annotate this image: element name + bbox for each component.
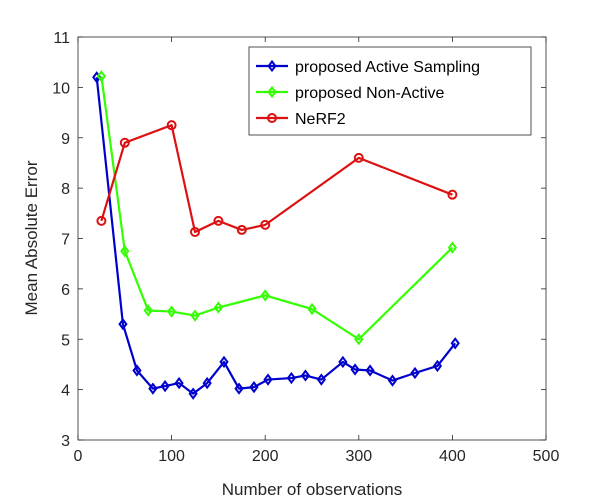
data-point-proposed-non-active <box>190 309 200 322</box>
series-nerf2 <box>96 120 458 237</box>
data-point-proposed-active-sampling <box>234 382 244 395</box>
data-point-proposed-active-sampling <box>432 359 443 373</box>
data-point-proposed-active-sampling <box>450 337 460 350</box>
series-layer <box>92 70 460 400</box>
data-point-proposed-active-sampling <box>118 317 128 331</box>
series-line-nerf2 <box>100 124 453 234</box>
legend-swatch-marker <box>267 113 277 123</box>
legend-label: NeRF2 <box>295 111 346 128</box>
ticks-layer: 0 100 200 300 400 500 3 4 5 6 7 8 9 10 11 <box>52 30 559 465</box>
x-tick-label: 300 <box>345 448 372 465</box>
data-point-nerf2 <box>166 120 177 131</box>
legend-label: proposed Non-Active <box>295 85 445 102</box>
x-tick-label: 400 <box>439 448 466 465</box>
x-axis-label: Number of observations <box>222 480 402 499</box>
y-tick-label: 6 <box>61 282 70 299</box>
x-tick-label: 200 <box>252 448 279 465</box>
legend-swatch-marker <box>267 59 277 73</box>
data-point-proposed-active-sampling <box>300 369 311 382</box>
data-point-proposed-active-sampling <box>202 376 212 390</box>
x-tick-label: 0 <box>74 448 83 465</box>
data-point-proposed-active-sampling <box>365 364 375 377</box>
data-point-proposed-non-active <box>307 302 317 316</box>
legend-box <box>248 46 532 136</box>
data-point-nerf2 <box>447 189 458 200</box>
data-point-nerf2 <box>260 219 271 230</box>
legend-item-nerf2: NeRF2 <box>256 111 346 128</box>
data-point-proposed-active-sampling <box>174 376 184 390</box>
x-tick-label: 100 <box>158 448 185 465</box>
y-tick-label: 8 <box>61 181 70 198</box>
data-point-proposed-active-sampling <box>316 373 326 386</box>
data-point-proposed-non-active <box>143 304 153 317</box>
y-tick-label: 3 <box>61 433 70 450</box>
legend: proposed Active Sampling proposed Non-Act… <box>248 46 532 136</box>
data-point-nerf2 <box>96 215 107 226</box>
series-line-proposed-active-sampling <box>95 77 457 395</box>
data-point-proposed-active-sampling <box>188 387 198 400</box>
data-point-proposed-non-active <box>120 244 130 258</box>
data-point-proposed-active-sampling <box>160 379 170 393</box>
y-tick-label: 7 <box>61 232 70 249</box>
data-point-proposed-active-sampling <box>219 355 229 369</box>
data-point-proposed-active-sampling <box>249 380 259 394</box>
y-tick-label: 5 <box>61 332 70 349</box>
data-point-proposed-active-sampling <box>263 373 273 386</box>
data-point-proposed-non-active <box>260 289 270 302</box>
y-tick-label: 11 <box>53 30 70 47</box>
data-point-proposed-non-active <box>96 70 107 83</box>
data-point-proposed-active-sampling <box>350 363 360 376</box>
data-point-proposed-active-sampling <box>410 366 420 380</box>
data-point-proposed-active-sampling <box>387 374 398 387</box>
data-point-nerf2 <box>190 226 200 237</box>
x-tick-label: 500 <box>533 448 560 465</box>
data-point-nerf2 <box>236 224 247 235</box>
y-tick-label: 4 <box>61 383 70 400</box>
data-point-proposed-non-active <box>166 305 177 318</box>
legend-item-proposed-active-sampling: proposed Active Sampling <box>256 59 480 76</box>
legend-swatch-marker <box>267 85 277 99</box>
legend-label: proposed Active Sampling <box>295 59 480 76</box>
data-point-proposed-non-active <box>354 333 364 346</box>
data-point-proposed-active-sampling <box>286 371 297 385</box>
data-point-nerf2 <box>119 137 130 148</box>
legend-item-proposed-non-active: proposed Non-Active <box>256 85 445 102</box>
data-point-nerf2 <box>353 152 364 163</box>
series-line-proposed-non-active <box>100 76 454 341</box>
data-point-proposed-non-active <box>447 241 458 254</box>
series-proposed-active-sampling <box>92 71 460 400</box>
y-axis-label: Mean Absolute Error <box>22 160 41 315</box>
data-point-proposed-active-sampling <box>148 382 158 395</box>
data-point-proposed-active-sampling <box>132 364 142 377</box>
series-proposed-non-active <box>96 70 458 346</box>
data-point-proposed-non-active <box>213 301 224 314</box>
y-tick-label: 9 <box>61 131 70 148</box>
data-point-proposed-active-sampling <box>338 355 348 369</box>
y-tick-label: 10 <box>52 80 70 97</box>
data-point-nerf2 <box>213 215 224 226</box>
